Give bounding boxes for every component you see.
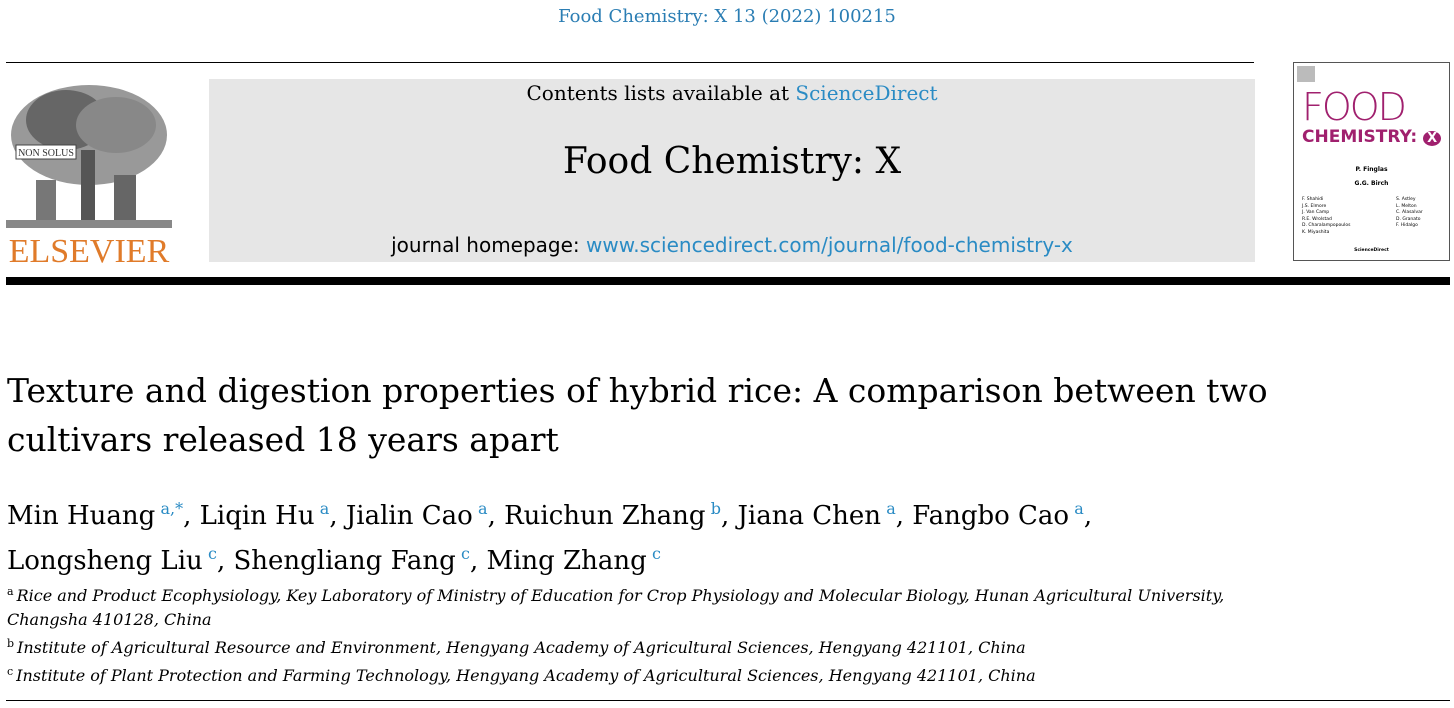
author-name[interactable]: Fangbo Cao [912,501,1070,531]
cover-editor: C. Alasalvar [1396,210,1423,215]
author-affiliation-marker[interactable]: a [478,499,488,518]
author-affiliation-marker[interactable]: a,* [160,499,184,518]
affiliation-text: Rice and Product Ecophysiology, Key Labo… [7,586,1225,629]
elsevier-motto: NON SOLUS [18,148,74,159]
elsevier-tree-icon: NON SOLUS ELSEVIER [6,85,172,270]
homepage-line: journal homepage: www.sciencedirect.com/… [209,233,1255,257]
author-affiliation-marker[interactable]: a [319,499,330,518]
journal-citation[interactable]: Food Chemistry: X 13 (2022) 100215 [558,6,896,27]
cover-footer: ScienceDirect [1354,248,1389,253]
author-name[interactable]: Shengliang Fang [233,546,456,576]
author-affiliation-marker[interactable]: c [207,544,217,563]
journal-banner: Contents lists available at ScienceDirec… [209,79,1255,262]
divider [6,62,1254,63]
cover-food: FOOD [1302,85,1407,129]
author-separator: , [720,501,738,531]
homepage-prefix: journal homepage: [391,233,587,257]
author-list: Min Huang a,*, Liqin Hu a, Jialin Cao a,… [7,490,1307,580]
author-name[interactable]: Jialin Cao [345,501,473,531]
article-title: Texture and digestion properties of hybr… [7,371,1268,459]
cover-editor-emeritus: G.G. Birch [1354,180,1389,187]
cover-editor: J. Van Camp [1302,210,1330,215]
author-affiliation-marker[interactable]: c [651,544,661,563]
author-name[interactable]: Ming Zhang [486,546,647,576]
author-affiliation-marker[interactable]: c [460,544,470,563]
affiliation-text: Institute of Agricultural Resource and E… [17,638,1026,657]
author-separator: , [183,501,200,531]
journal-name: Food Chemistry: X [562,141,902,182]
author-separator: , [487,501,505,531]
contents-prefix: Contents lists available at [526,81,796,105]
author-affiliation-marker[interactable]: a [886,499,896,518]
author-name[interactable]: Longsheng Liu [7,546,203,576]
elsevier-wordmark: ELSEVIER [9,233,170,264]
contents-line: Contents lists available at ScienceDirec… [209,81,1255,105]
cover-badge: X [1423,131,1442,146]
cover-editor: K. Miyashita [1302,229,1330,235]
affiliation-label: a [7,585,14,598]
affiliation-label: c [7,665,14,678]
affiliation: c Institute of Plant Protection and Farmi… [7,660,1257,688]
cover-editors-left: F. Shahidi J.S. Elmore J. Van Camp R.E. Wro… [1302,197,1351,236]
sciencedirect-link[interactable]: ScienceDirect [795,81,938,105]
affiliation: b Institute of Agricultural Resource and … [7,632,1257,660]
author-separator: , [329,501,346,531]
cover-chemistry-text: CHEMISTRY: [1302,127,1418,147]
divider [6,700,1450,701]
cover-chemistry: CHEMISTRY: X [1302,127,1442,147]
cover-editor: D. Granato [1396,216,1421,222]
author-name[interactable]: Min Huang [7,501,156,531]
homepage-link[interactable]: www.sciencedirect.com/journal/food-chemi… [586,233,1073,257]
cover-elsevier-icon [1297,66,1315,82]
author-name[interactable]: Jiana Chen [737,501,882,531]
cover-editor: D. Charalampopoulos [1302,223,1351,228]
cover-editor: F. Hidalgo [1396,223,1418,228]
affiliation-list: a Rice and Product Ecophysiology, Key Lab… [7,580,1257,688]
affiliation: a Rice and Product Ecophysiology, Key Lab… [7,580,1257,632]
affiliation-label: b [7,637,15,650]
header-rule [6,277,1450,285]
cover-editor: J.S. Elmore [1302,203,1327,209]
cover-editor: S. Astley [1396,197,1416,202]
cover-editor: F. Shahidi [1302,197,1324,202]
author-separator: , [216,546,234,576]
journal-cover[interactable]: FOOD CHEMISTRY: X P. Finglas G.G. Birch … [1293,62,1450,261]
author-affiliation-marker[interactable]: a [1074,499,1084,518]
author-name[interactable]: Liqin Hu [199,501,315,531]
cover-editors-right: S. Astley L. Melton C. Alasalvar D. Granato… [1396,197,1423,230]
author-separator: , [1083,501,1093,531]
author-separator: , [469,546,487,576]
cover-editor: L. Melton [1396,203,1417,209]
elsevier-logo[interactable]: NON SOLUS ELSEVIER [6,80,172,270]
author-separator: , [895,501,913,531]
cover-editor: R.E. Wrolstad [1302,216,1332,222]
cover-editor-in-chief: P. Finglas [1355,166,1388,173]
author-name[interactable]: Ruichun Zhang [504,501,706,531]
author-affiliation-marker[interactable]: b [710,499,721,518]
affiliation-text: Institute of Plant Protection and Farmin… [16,666,1036,685]
